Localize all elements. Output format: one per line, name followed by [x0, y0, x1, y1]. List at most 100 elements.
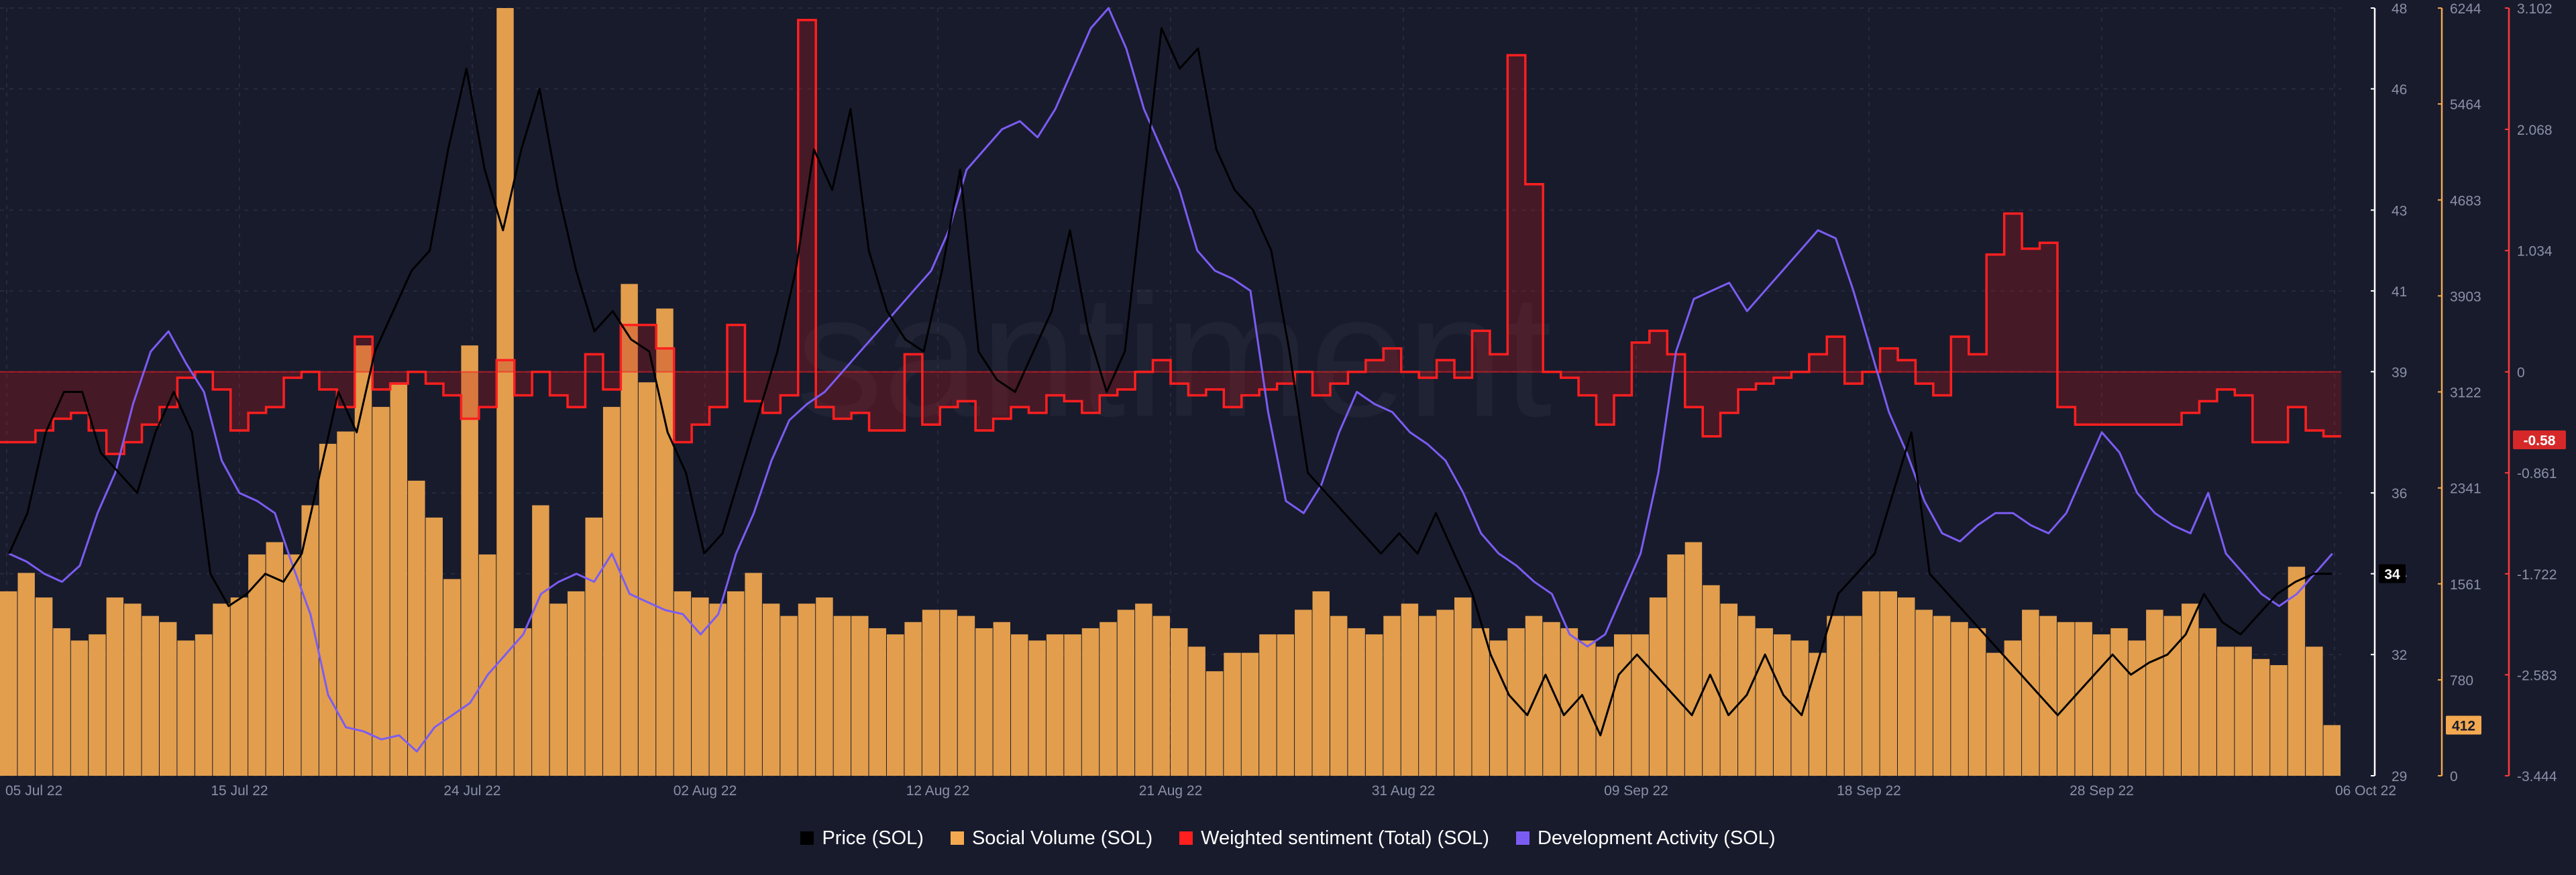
axis-tick-label-sentiment: 3.102 — [2517, 1, 2553, 17]
social-volume-bar — [2163, 616, 2182, 776]
social-volume-bar — [1028, 640, 1046, 776]
social-volume-bar — [195, 634, 213, 776]
social-volume-bar — [2039, 616, 2057, 776]
development-activity-line — [8, 7, 2333, 753]
axis-tick-label-social-volume: 0 — [2450, 769, 2458, 784]
legend-swatch-social-volume — [950, 831, 964, 845]
sentiment-current-badge — [2513, 430, 2566, 450]
social-volume-bar — [514, 628, 532, 776]
social-volume-bar — [922, 609, 940, 776]
social-volume-bar — [1241, 652, 1259, 776]
axis-tick-label-sentiment: 2.068 — [2517, 123, 2553, 138]
social-volume-bar — [1862, 591, 1880, 776]
social-volume-bar — [2270, 664, 2288, 776]
social-volume-bar — [1011, 634, 1028, 776]
social-volume-bar — [408, 480, 425, 776]
social-volume-bar — [1205, 671, 1224, 776]
axis-tick-label-price: 32 — [2392, 648, 2407, 663]
axis-tick-label-price: 36 — [2392, 486, 2407, 502]
sentiment-series — [0, 19, 2341, 455]
social-volume-bar — [2306, 646, 2323, 776]
axis-tick-label-social-volume: 3122 — [2450, 386, 2481, 401]
legend-item-social-volume[interactable]: Social Volume (SOL) — [950, 827, 1152, 850]
social-volume-bar — [478, 554, 496, 776]
social-volume-bar — [1259, 634, 1277, 776]
legend-item-price[interactable]: Price (SOL) — [800, 827, 924, 850]
social-volume-bar — [230, 597, 248, 776]
social-volume-bar — [869, 628, 886, 776]
social-volume-bar — [2110, 628, 2128, 776]
axis-tick-label-sentiment: 0 — [2517, 365, 2525, 381]
legend-label-sentiment: Weighted sentiment (Total) (SOL) — [1201, 827, 1489, 849]
social-volume-bar — [1277, 634, 1295, 776]
social-volume-bar — [1046, 634, 1064, 776]
social-volume-bar — [709, 603, 727, 776]
x-tick-label: 09 Sep 22 — [1604, 783, 1668, 799]
social-volume-bar — [1915, 609, 1933, 776]
social-volume-bar — [727, 591, 745, 776]
social-volume-bar — [1933, 616, 1951, 776]
social-volume-bar — [833, 616, 851, 776]
social-volume-bar — [2252, 658, 2270, 776]
social-volume-bar — [1419, 616, 1436, 776]
social-volume-bar — [1401, 603, 1419, 776]
social-volume-bar — [1383, 616, 1401, 776]
social-volume-bar — [2146, 609, 2163, 776]
social-volume-bar — [2075, 622, 2092, 776]
social-volume-bar — [1809, 652, 1827, 776]
legend-item-sentiment[interactable]: Weighted sentiment (Total) (SOL) — [1179, 827, 1489, 850]
social-volume-bar — [2128, 640, 2146, 776]
social-volume-bar — [692, 597, 709, 776]
legend: Price (SOL) Social Volume (SOL) Weighted… — [0, 823, 2576, 853]
axis-tick-label-sentiment: -3.444 — [2517, 769, 2557, 784]
social-volume-bar — [1330, 616, 1348, 776]
social-volume-bar — [1171, 628, 1188, 776]
social-volume-bar — [549, 603, 568, 776]
price-current-badge — [2379, 564, 2406, 583]
social-volume-bar — [177, 640, 195, 776]
social-volume-bar — [1436, 609, 1454, 776]
axis-tick-label-sentiment: 1.034 — [2517, 244, 2553, 259]
social-volume-bar — [0, 591, 17, 776]
legend-swatch-sentiment — [1179, 831, 1193, 845]
axis-tick-label-sentiment: -2.583 — [2517, 668, 2557, 683]
social-volume-current-badge-label: 412 — [2452, 718, 2475, 734]
price-line — [8, 27, 2332, 737]
social-volume-bar — [142, 616, 159, 776]
social-volume-bar — [159, 622, 177, 776]
social-volume-bar — [443, 579, 461, 776]
social-volume-bar — [532, 505, 549, 776]
x-tick-label: 02 Aug 22 — [674, 783, 737, 799]
social-volume-bar — [585, 517, 602, 776]
social-volume-bar — [248, 554, 266, 776]
legend-item-dev-activity[interactable]: Development Activity (SOL) — [1515, 827, 1776, 850]
social-volume-bar — [1631, 634, 1649, 776]
axis-tick-label-price: 43 — [2392, 203, 2407, 219]
axis-tick-label-social-volume: 1561 — [2450, 577, 2481, 593]
social-volume-bar — [1099, 622, 1117, 776]
social-volume-bar — [1454, 597, 1472, 776]
social-volume-bar — [2199, 628, 2216, 776]
social-volume-bar — [1312, 591, 1330, 776]
axis-tick-label-social-volume: 2341 — [2450, 481, 2481, 497]
x-tick-label: 31 Aug 22 — [1372, 783, 1436, 799]
social-volume-bar — [53, 628, 70, 776]
x-tick-label: 18 Sep 22 — [1837, 783, 1901, 799]
social-volume-bar — [993, 622, 1011, 776]
social-volume-bar — [2235, 646, 2252, 776]
social-volume-bar — [940, 609, 957, 776]
social-volume-current-badge — [2446, 715, 2481, 735]
social-volume-bar — [1968, 628, 1986, 776]
axis-tick-label-social-volume: 6244 — [2450, 1, 2481, 17]
axis-tick-label-price: 48 — [2392, 1, 2407, 17]
social-volume-bar — [1844, 616, 1862, 776]
social-volume-bar — [568, 591, 585, 776]
axis-tick-label-social-volume: 5464 — [2450, 97, 2481, 113]
social-volume-bar — [1649, 597, 1667, 776]
social-volume-bar — [2182, 603, 2199, 776]
price-current-badge-label: 34 — [2384, 567, 2400, 583]
social-volume-bar — [745, 573, 762, 776]
social-volume-bar — [957, 616, 975, 776]
